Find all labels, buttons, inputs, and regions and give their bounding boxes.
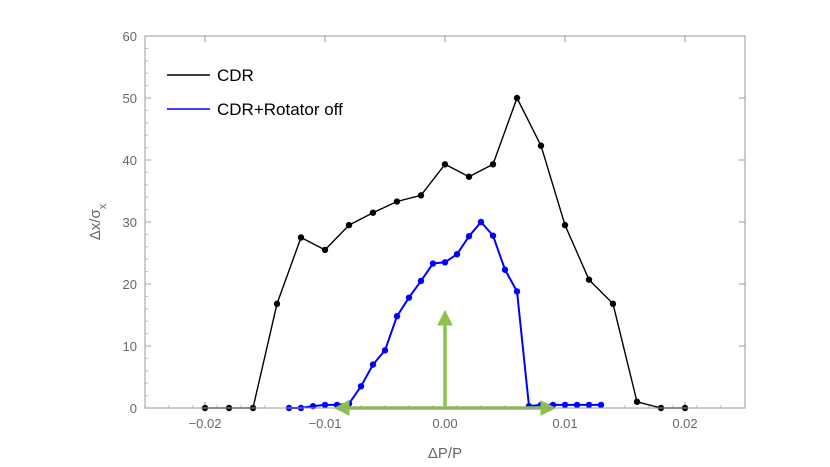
data-point-cdr bbox=[417, 192, 425, 199]
data-point-cdr-rotator-off bbox=[573, 401, 581, 409]
legend-label-cdr: CDR bbox=[217, 66, 254, 85]
x-tick-label: −0.02 bbox=[189, 416, 222, 431]
data-point-cdr-rotator-off bbox=[417, 277, 425, 285]
y-axis-label-subscript: x bbox=[97, 203, 109, 209]
y-tick-label: 10 bbox=[123, 339, 137, 354]
y-axis-label: Δx/σx bbox=[87, 203, 109, 240]
data-point-cdr bbox=[345, 221, 353, 229]
data-point-cdr-rotator-off bbox=[393, 313, 401, 320]
x-tick-label: 0.02 bbox=[672, 416, 697, 431]
data-point-cdr-rotator-off bbox=[381, 347, 389, 354]
legend: CDR CDR+Rotator off bbox=[167, 66, 343, 119]
y-tick-label: 50 bbox=[123, 91, 137, 106]
data-point-cdr bbox=[321, 246, 329, 254]
x-tick-label: 0.01 bbox=[552, 416, 577, 431]
data-point-cdr bbox=[609, 300, 617, 308]
data-point-cdr-rotator-off bbox=[465, 233, 473, 240]
data-point-cdr bbox=[561, 221, 569, 229]
data-point-cdr-rotator-off bbox=[441, 259, 449, 266]
data-point-cdr bbox=[297, 234, 305, 241]
data-point-cdr-rotator-off bbox=[585, 401, 593, 409]
x-tick-label: 0.00 bbox=[432, 416, 457, 431]
data-point-cdr-rotator-off bbox=[597, 401, 605, 409]
data-point-cdr-rotator-off bbox=[345, 400, 353, 407]
y-axis-label-main: Δx/σ bbox=[87, 209, 104, 241]
data-point-cdr-rotator-off bbox=[429, 260, 437, 267]
y-tick-label: 30 bbox=[123, 215, 137, 230]
data-point-cdr-rotator-off bbox=[321, 401, 329, 409]
x-tick-label: −0.01 bbox=[309, 416, 342, 431]
data-point-cdr bbox=[489, 161, 497, 168]
data-point-cdr bbox=[537, 142, 545, 149]
x-axis-label: ΔP/P bbox=[428, 445, 462, 462]
data-point-cdr-rotator-off bbox=[513, 288, 521, 295]
legend-label-cdr-rotator-off: CDR+Rotator off bbox=[217, 100, 343, 119]
data-point-cdr-rotator-off bbox=[369, 361, 377, 368]
data-point-cdr-rotator-off bbox=[453, 251, 461, 258]
data-point-cdr bbox=[273, 300, 281, 308]
data-point-cdr bbox=[633, 398, 641, 405]
data-point-cdr bbox=[369, 209, 377, 216]
data-point-cdr-rotator-off bbox=[477, 218, 485, 226]
data-point-cdr-rotator-off bbox=[357, 383, 365, 390]
y-tick-label: 0 bbox=[130, 401, 137, 416]
data-point-cdr-rotator-off bbox=[489, 232, 497, 239]
y-tick-label: 60 bbox=[123, 29, 137, 44]
data-point-cdr bbox=[393, 198, 401, 205]
y-axis-ticks: 0 10 20 30 40 50 60 bbox=[123, 29, 745, 416]
plot-frame bbox=[144, 35, 746, 409]
data-point-cdr bbox=[513, 94, 521, 102]
x-axis-ticks: −0.02 −0.01 0.00 0.01 0.02 bbox=[144, 36, 746, 431]
data-point-cdr-rotator-off bbox=[405, 294, 413, 301]
data-point-cdr bbox=[465, 173, 473, 180]
data-point-cdr-rotator-off bbox=[561, 401, 569, 409]
data-point-cdr bbox=[585, 276, 593, 283]
y-tick-label: 40 bbox=[123, 153, 137, 168]
data-point-cdr-rotator-off bbox=[501, 266, 509, 273]
y-tick-label: 20 bbox=[123, 277, 137, 292]
data-point-cdr bbox=[441, 161, 449, 168]
series-layer bbox=[201, 94, 689, 412]
